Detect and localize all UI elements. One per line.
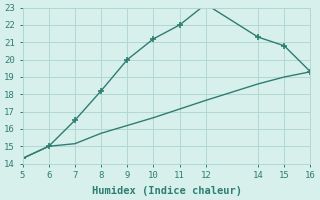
X-axis label: Humidex (Indice chaleur): Humidex (Indice chaleur) [92,186,242,196]
